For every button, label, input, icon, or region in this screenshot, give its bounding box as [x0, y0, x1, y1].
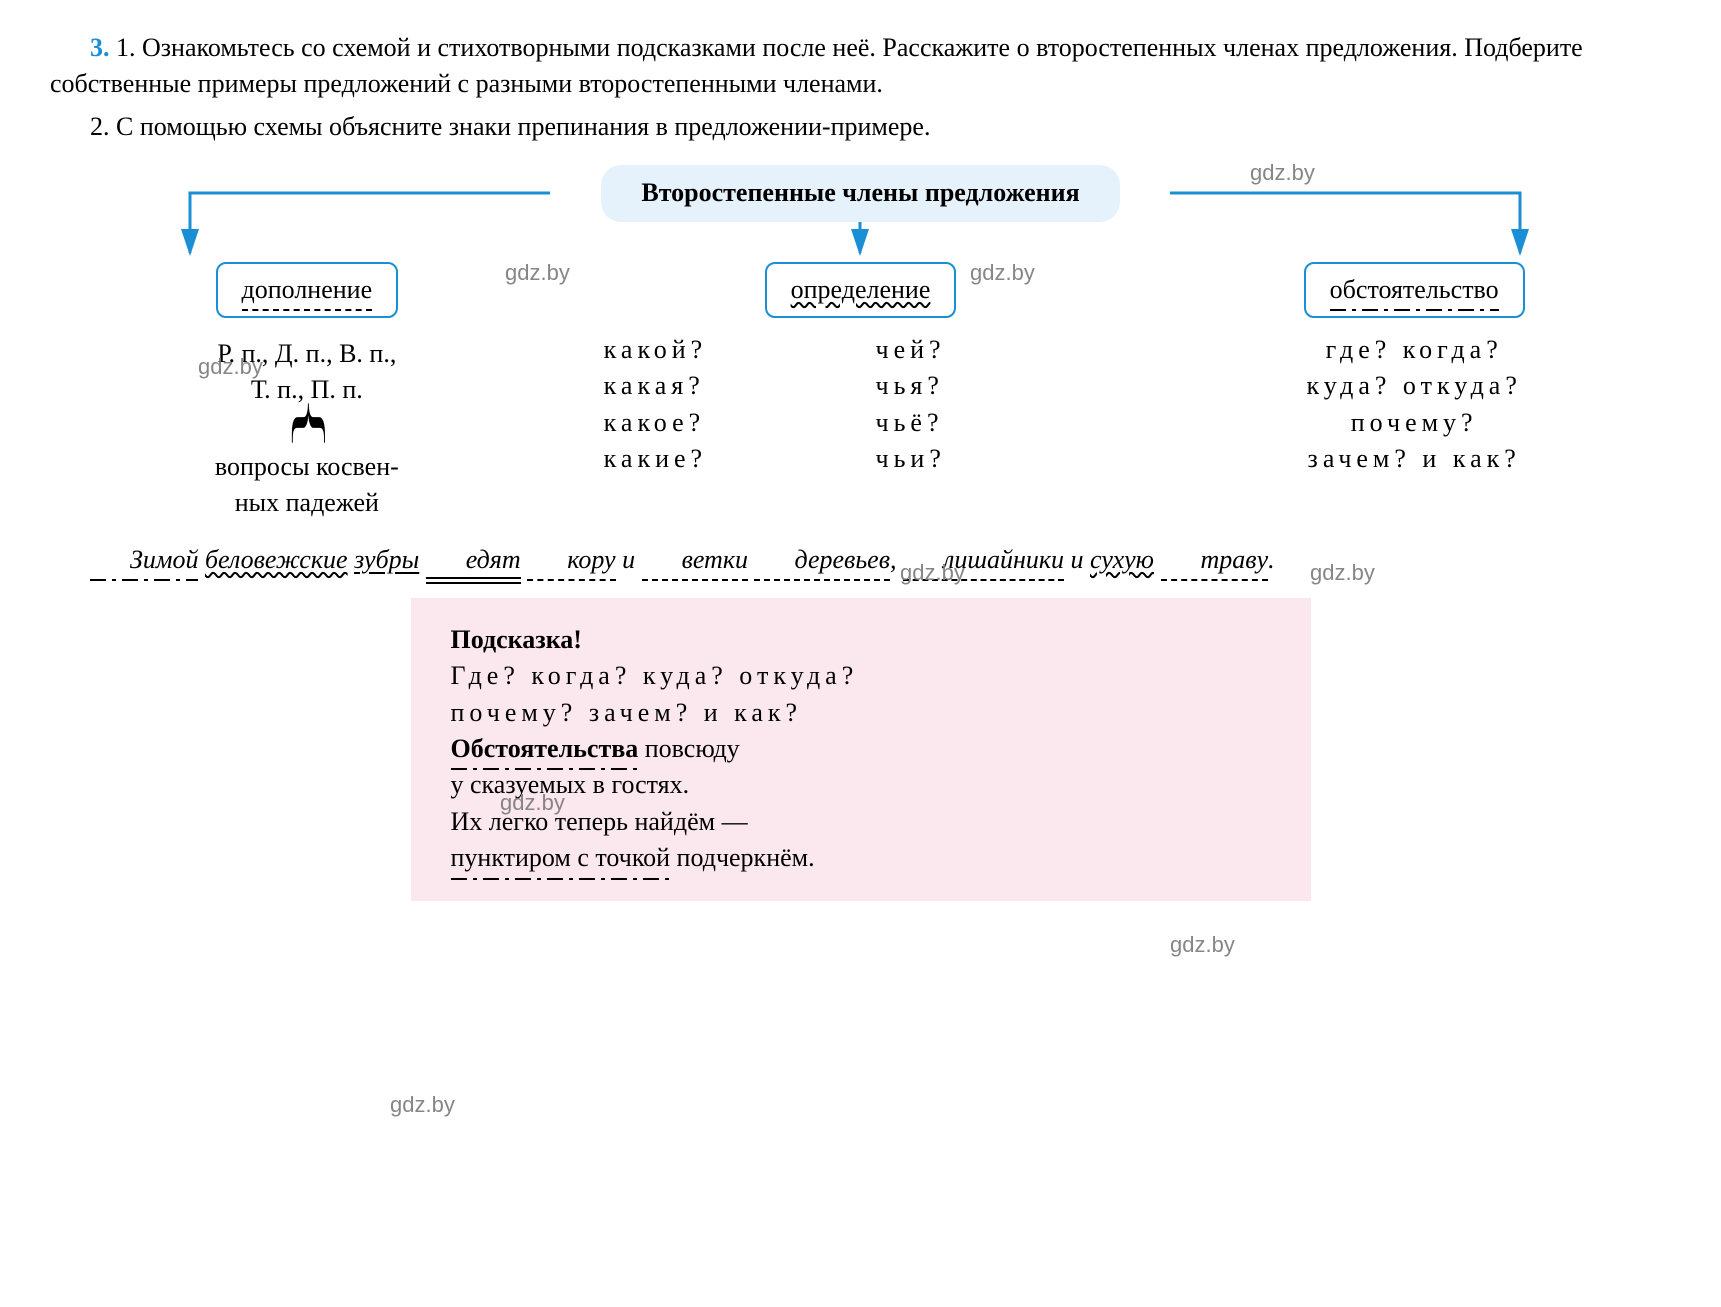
sentence-part: лишайники — [903, 542, 1064, 578]
sentence-part: едят — [426, 542, 521, 578]
hint-l3a: Обстоятельства — [451, 731, 639, 767]
q: где? когда? — [1157, 332, 1671, 368]
label-opredelenie-text: определение — [791, 275, 931, 304]
q: почему? — [1157, 405, 1671, 441]
hint-title: Подсказка! — [451, 622, 1271, 658]
watermark: gdz.by — [390, 1090, 455, 1121]
intro-block: 3. 1. Ознакомьтесь со схемой и стихотвор… — [50, 30, 1671, 145]
example-sentence: Зимой беловежские зубры едят кору и ветк… — [50, 542, 1671, 578]
hint-l3: Обстоятельства повсюду — [451, 731, 1271, 767]
hint-l2: почему? зачем? и как? — [451, 695, 1271, 731]
label-obstoyatelstvo: обстоятельство — [1304, 262, 1525, 318]
q: какое? — [604, 405, 706, 441]
diagram-title: Второстепенные члены предложения — [601, 165, 1119, 221]
hint-l3b: повсюду — [638, 734, 739, 763]
branch-opredelenie: определение какой? чей? какая? чья? како… — [604, 262, 1118, 522]
q: чей? — [876, 332, 946, 368]
sentence-part: деревьев — [754, 542, 890, 578]
hint-l6b: подчеркнём. — [670, 843, 815, 872]
branch-dopolnenie: дополнение Р. п., Д. п., В. п., Т. п., П… — [50, 262, 564, 522]
obstoyatelstvo-questions: где? когда? куда? откуда? почему? зачем?… — [1157, 332, 1671, 478]
q: чья? — [876, 368, 944, 404]
label-dopolnenie-text: дополнение — [242, 272, 373, 308]
brace-caption-2: ных падежей — [50, 485, 564, 521]
watermark: gdz.by — [1170, 930, 1235, 961]
opredelenie-questions: какой? чей? какая? чья? какое? чьё? каки… — [604, 332, 1118, 478]
diagram-branches: дополнение Р. п., Д. п., В. п., Т. п., П… — [50, 262, 1671, 522]
label-opredelenie: определение — [765, 262, 957, 318]
intro-p1: 3. 1. Ознакомьтесь со схемой и стихотвор… — [50, 30, 1671, 103]
sentence-part: сухую — [1090, 545, 1154, 574]
exercise-number: 3. — [90, 33, 110, 62]
q: куда? откуда? — [1157, 368, 1671, 404]
diagram: Второстепенные члены предложения дополне… — [50, 165, 1671, 521]
sentence-part: кору — [527, 542, 615, 578]
hint-l6a: пунктиром с точкой — [451, 840, 671, 876]
sentence-part: Зимой — [90, 542, 198, 578]
sentence-part: траву — [1161, 542, 1269, 578]
hint-l6: пунктиром с точкой подчеркнём. — [451, 840, 1271, 876]
sentence-part: беловежские — [205, 545, 348, 574]
hint-box: Подсказка! Где? когда? куда? откуда? поч… — [411, 598, 1311, 901]
q: какая? — [604, 368, 705, 404]
sentence-part: и — [616, 545, 642, 574]
sentence-part: ветки — [642, 542, 748, 578]
q: чьи? — [876, 441, 946, 477]
cases-block: Р. п., Д. п., В. п., Т. п., П. п. } вопр… — [50, 336, 564, 522]
hint-l1: Где? когда? куда? откуда? — [451, 658, 1271, 694]
hint-l5: Их легко теперь найдём — — [451, 804, 1271, 840]
label-obstoyatelstvo-text: обстоятельство — [1330, 272, 1499, 308]
sentence-part: , — [890, 545, 903, 574]
cases-line-1: Р. п., Д. п., В. п., — [50, 336, 564, 372]
sentence-part: и — [1064, 545, 1090, 574]
intro-p1-text: 1. Ознакомьтесь со схемой и стихотворным… — [50, 33, 1583, 98]
q: чьё? — [876, 405, 944, 441]
hint-l4: у сказуемых в гостях. — [451, 767, 1271, 803]
intro-p2: 2. С помощью схемы объясните знаки препи… — [50, 109, 1671, 145]
q: какой? — [604, 332, 708, 368]
q: зачем? и как? — [1157, 441, 1671, 477]
q: какие? — [604, 441, 707, 477]
branch-obstoyatelstvo: обстоятельство где? когда? куда? откуда?… — [1157, 262, 1671, 522]
sentence-part: . — [1268, 545, 1275, 574]
sentence-part: зубры — [354, 545, 419, 574]
label-dopolnenie: дополнение — [216, 262, 399, 318]
